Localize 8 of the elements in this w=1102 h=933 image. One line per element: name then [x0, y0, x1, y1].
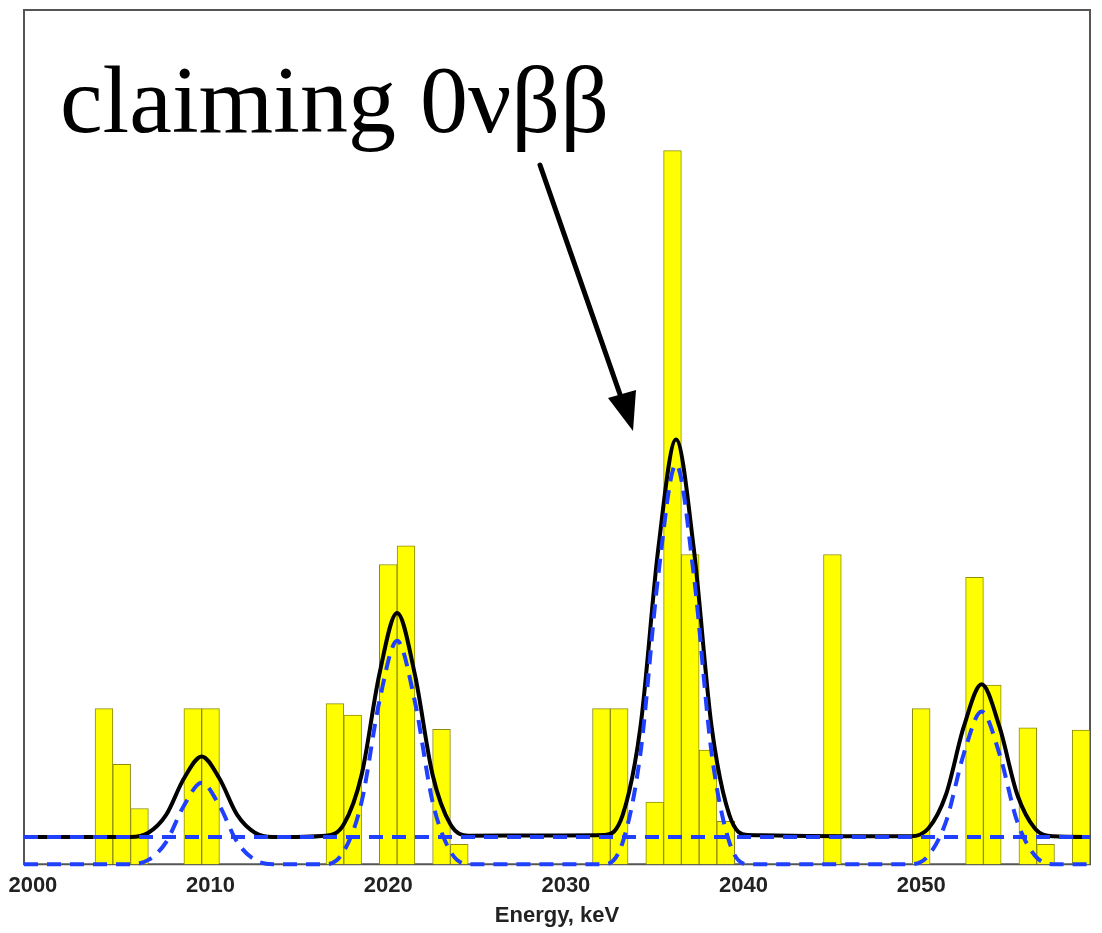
x-axis-title: Energy, keV	[494, 901, 620, 927]
x-tick-label: 2010	[186, 872, 236, 898]
x-tick-label: 2030	[541, 872, 591, 898]
x-tick-label: 2000	[8, 872, 58, 898]
annotation: claiming 0νββ	[60, 46, 609, 153]
x-tick-label: 2050	[896, 872, 946, 898]
x-tick-label: 2040	[719, 872, 769, 898]
x-tick-label: 2020	[363, 872, 413, 898]
